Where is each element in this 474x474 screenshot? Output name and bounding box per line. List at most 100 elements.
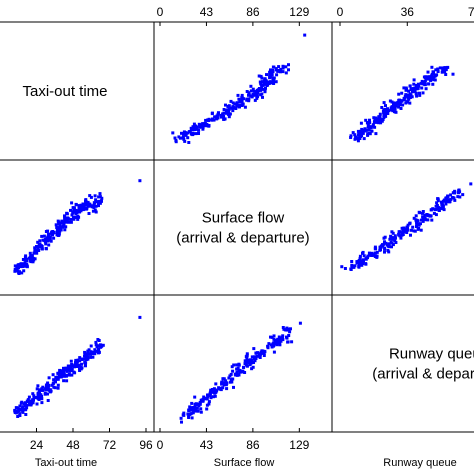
data-point: [267, 342, 271, 346]
data-point: [232, 385, 235, 389]
data-point: [437, 209, 441, 212]
data-point: [235, 101, 239, 105]
data-point: [383, 240, 386, 244]
data-point: [72, 215, 75, 219]
data-point: [247, 91, 251, 95]
data-point: [245, 364, 249, 368]
data-point: [235, 373, 239, 377]
data-point: [406, 227, 409, 230]
data-point: [390, 230, 394, 234]
data-point: [70, 213, 74, 217]
data-point: [258, 355, 262, 359]
data-point: [389, 240, 393, 244]
data-point: [93, 194, 97, 198]
data-point: [46, 382, 50, 386]
data-point: [280, 336, 284, 340]
data-point: [224, 111, 228, 115]
data-point: [57, 222, 61, 226]
data-point: [227, 104, 231, 108]
data-point: [22, 269, 26, 273]
data-point: [69, 217, 73, 221]
data-point: [231, 369, 235, 373]
data-point: [240, 93, 244, 97]
bottom-tick-label: 0: [157, 438, 164, 452]
data-point: [222, 114, 226, 118]
data-point: [366, 121, 369, 124]
data-point: [373, 245, 377, 249]
data-point: [197, 128, 201, 132]
data-point: [278, 70, 282, 74]
data-point: [76, 214, 80, 218]
data-point: [245, 90, 249, 93]
data-point-taxi-flow-b-11: [281, 66, 285, 70]
data-point: [65, 369, 69, 373]
data-point: [290, 340, 294, 344]
data-point: [272, 334, 276, 338]
data-point: [16, 406, 20, 410]
data-point: [375, 250, 379, 254]
data-point: [281, 64, 285, 68]
data-point: [203, 396, 207, 400]
data-point: [220, 381, 224, 385]
data-point: [349, 136, 353, 139]
data-point: [74, 202, 78, 206]
data-point: [251, 93, 255, 96]
data-point: [257, 89, 261, 93]
data-point: [423, 213, 427, 217]
data-point: [206, 395, 210, 399]
data-point: [279, 339, 283, 343]
data-point: [46, 229, 50, 233]
data-point: [446, 65, 450, 69]
data-point: [397, 232, 401, 236]
data-point: [55, 375, 59, 379]
data-point: [388, 237, 392, 241]
data-point: [32, 398, 35, 402]
data-point: [193, 404, 197, 408]
data-point: [363, 127, 367, 131]
data-point: [351, 131, 355, 135]
data-point: [368, 121, 372, 125]
data-point: [173, 136, 177, 140]
diagonal-label-flow: (arrival & departure): [176, 230, 309, 247]
data-point: [71, 206, 75, 210]
data-point: [197, 122, 201, 126]
data-point: [25, 406, 29, 410]
data-point: [56, 386, 60, 390]
data-point: [31, 256, 35, 260]
data-point: [28, 251, 32, 255]
data-point: [46, 384, 50, 388]
data-point: [13, 408, 17, 412]
axis-name-flow: Surface flow: [214, 457, 275, 469]
data-point: [80, 357, 84, 361]
data-point: [386, 112, 390, 115]
data-point: [370, 129, 374, 133]
data-point: [221, 386, 225, 390]
data-point: [268, 70, 272, 74]
data-point: [277, 65, 281, 69]
data-point: [50, 383, 54, 387]
data-point: [442, 68, 445, 72]
data-point: [24, 413, 28, 416]
data-point: [181, 132, 185, 136]
data-point: [371, 253, 375, 257]
data-point: [41, 238, 45, 242]
bottom-tick-label: 129: [289, 438, 309, 452]
data-point: [228, 380, 232, 384]
data-point: [224, 103, 227, 107]
data-point: [225, 387, 229, 391]
data-point: [418, 91, 421, 95]
data-point: [261, 95, 264, 99]
data-point: [222, 381, 226, 385]
data-point: [64, 374, 68, 378]
data-point: [393, 110, 396, 114]
data-point: [38, 242, 42, 246]
data-point: [217, 111, 220, 115]
data-point: [446, 200, 450, 204]
data-point: [95, 345, 99, 349]
data-point: [269, 335, 272, 339]
data-point: [195, 126, 199, 130]
data-point: [352, 265, 356, 269]
data-point: [383, 110, 386, 114]
data-point: [18, 270, 21, 274]
